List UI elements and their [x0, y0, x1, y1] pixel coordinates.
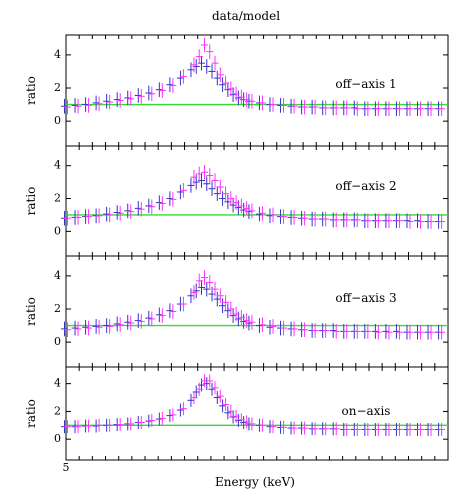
y-tick-label: 4 [54, 48, 61, 61]
y-tick-label: 2 [54, 81, 61, 94]
y-axis-label: ratio [24, 187, 38, 216]
data-series [64, 374, 446, 436]
panel-frame [65, 255, 449, 368]
panel-frame [65, 145, 449, 257]
data-series [64, 164, 446, 229]
y-tick-label: 4 [54, 269, 61, 282]
y-axis-label: ratio [24, 399, 38, 428]
y-tick-label: 0 [54, 335, 61, 348]
data-series [64, 37, 446, 117]
panel-3: 0 2 4 ratio off−axis 3 [24, 255, 449, 368]
y-tick-label: 0 [54, 224, 61, 237]
x-tick-label: 5 [63, 461, 70, 474]
y-tick-label: 2 [54, 302, 61, 315]
data-series [61, 280, 443, 340]
y-tick-label: 2 [54, 404, 61, 417]
panel-label: off−axis 2 [335, 179, 396, 193]
y-tick-label: 4 [54, 377, 61, 390]
panel-2: 0 2 4 ratio off−axis 2 [24, 145, 449, 257]
panel-label: off−axis 3 [335, 291, 396, 305]
x-axis-label: Energy (keV) [215, 475, 295, 489]
chart-title: data/model [212, 9, 280, 23]
panel-label: off−axis 1 [335, 77, 396, 91]
panel-4: 0 2 4 ratio on−axis [24, 366, 449, 461]
y-tick-label: 2 [54, 192, 61, 205]
panel-label: on−axis [342, 404, 391, 418]
y-tick-label: 4 [54, 159, 61, 172]
y-tick-label: 0 [54, 114, 61, 127]
y-axis-label: ratio [24, 76, 38, 105]
panel-frame [65, 366, 449, 461]
panels: 0 2 4 ratio off−axis 1 0 2 4 ratio off−axis 2 0 2 4 r… [24, 34, 449, 461]
y-tick-label: 0 [54, 432, 61, 445]
panel-1: 0 2 4 ratio off−axis 1 [24, 34, 449, 147]
y-axis-label: ratio [24, 297, 38, 326]
data-series [64, 270, 446, 340]
